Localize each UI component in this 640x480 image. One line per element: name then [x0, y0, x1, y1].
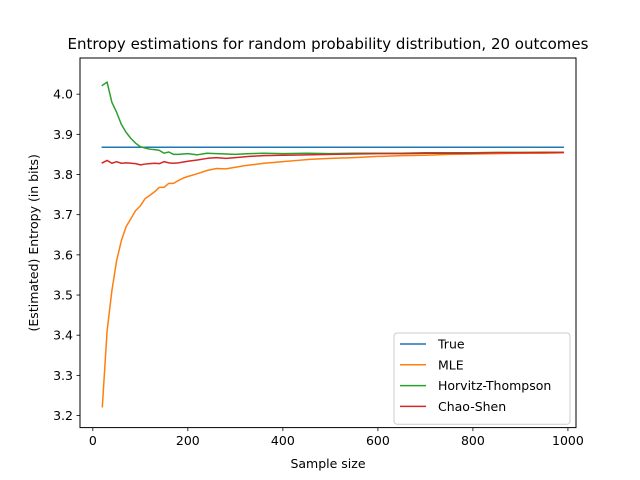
y-tick-label: 3.9	[53, 127, 73, 142]
y-tick-label: 3.6	[53, 247, 73, 262]
axes-frame	[79, 57, 577, 429]
y-tick-label: 3.5	[53, 288, 73, 303]
chart-title: Entropy estimations for random probabili…	[68, 35, 589, 53]
x-axis-label: Sample size	[290, 456, 365, 471]
x-tick-label: 200	[176, 433, 200, 448]
x-tick-label: 600	[366, 433, 390, 448]
series-line-mle	[101, 152, 564, 408]
y-tick-label: 3.3	[53, 368, 73, 383]
y-tick-label: 3.2	[53, 408, 73, 423]
legend-label-true: True	[437, 337, 465, 352]
y-tick-label: 3.7	[53, 207, 73, 222]
x-axis: 0 200 400 600 800 1000	[89, 427, 584, 448]
x-tick-label: 800	[461, 433, 485, 448]
y-axis-label: (Estimated) Entropy (in bits)	[26, 154, 41, 331]
legend-label-mle: MLE	[438, 357, 464, 372]
series-line-chao-shen	[101, 151, 564, 166]
legend: True MLE Horvitz-Thompson Chao-Shen	[393, 332, 571, 425]
y-axis: 3.2 3.3 3.4 3.5 3.6 3.7 3.8 3.9 4.0	[53, 87, 80, 423]
x-tick-label: 400	[271, 433, 295, 448]
y-tick-label: 4.0	[53, 87, 73, 102]
y-tick-label: 3.8	[53, 167, 73, 182]
legend-label-horvitz-thompson: Horvitz-Thompson	[438, 378, 551, 393]
plot-area	[101, 81, 564, 408]
series-line-horvitz-thompson	[101, 81, 564, 156]
x-tick-label: 0	[89, 433, 97, 448]
x-tick-label: 1000	[552, 433, 584, 448]
y-tick-label: 3.4	[53, 328, 73, 343]
legend-box	[393, 332, 571, 425]
legend-label-chao-shen: Chao-Shen	[438, 399, 506, 414]
